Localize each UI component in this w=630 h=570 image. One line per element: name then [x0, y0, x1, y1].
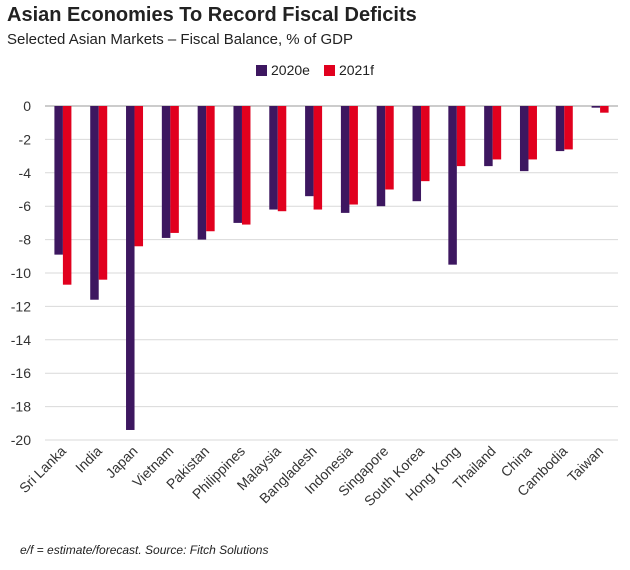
y-tick-label: -6	[19, 198, 32, 214]
bar-2021f-vietnam	[170, 106, 179, 233]
bar-2020e-south-korea	[412, 106, 422, 202]
bar-2020e-sri-lanka	[54, 106, 63, 255]
y-tick-label: -10	[11, 265, 31, 281]
legend-label-2020e: 2020e	[271, 62, 310, 78]
legend: 2020e 2021f	[0, 62, 630, 78]
y-tick-label: -4	[19, 165, 32, 181]
bar-2021f-philippines	[241, 106, 251, 225]
bar-2020e-taiwan	[591, 106, 601, 108]
bar-2020e-pakistan	[197, 106, 207, 240]
bar-2020e-malaysia	[269, 106, 278, 210]
bar-2021f-taiwan	[600, 106, 609, 113]
legend-item-2020e: 2020e	[256, 62, 310, 78]
y-tick-label: -20	[11, 432, 31, 448]
legend-label-2021f: 2021f	[338, 62, 374, 78]
chart-title: Asian Economies To Record Fiscal Deficit…	[7, 4, 417, 26]
bar-2020e-bangladesh	[305, 106, 314, 197]
legend-swatch-2021f	[323, 64, 335, 76]
chart-subtitle: Selected Asian Markets – Fiscal Balance,…	[7, 31, 353, 48]
bar-2021f-sri-lanka	[62, 106, 72, 285]
bar-2020e-thailand	[484, 106, 493, 167]
x-tick-label: India	[72, 443, 105, 476]
bar-2020e-vietnam	[161, 106, 171, 238]
bar-2020e-india	[90, 106, 99, 300]
bar-2021f-malaysia	[277, 106, 287, 212]
bar-2021f-indonesia	[349, 106, 358, 205]
bar-2021f-china	[528, 106, 537, 160]
bar-2020e-hong-kong	[448, 106, 457, 265]
y-tick-label: -14	[11, 332, 31, 348]
x-tick-label: Taiwan	[564, 443, 606, 485]
bar-2021f-pakistan	[206, 106, 215, 232]
y-tick-label: -2	[19, 131, 32, 147]
bar-2020e-china	[519, 106, 529, 172]
bar-2020e-singapore	[376, 106, 386, 207]
bar-2020e-indonesia	[340, 106, 350, 213]
x-tick-label: Sri Lanka	[16, 443, 69, 496]
y-tick-label: -12	[11, 298, 31, 314]
bar-2020e-philippines	[233, 106, 242, 223]
y-tick-label: -8	[19, 232, 32, 248]
bar-2021f-bangladesh	[313, 106, 323, 210]
bar-2021f-japan	[134, 106, 144, 247]
bar-2020e-cambodia	[555, 106, 565, 152]
bar-2021f-hong-kong	[456, 106, 466, 167]
bar-2021f-singapore	[385, 106, 394, 190]
bar-2021f-thailand	[492, 106, 502, 160]
y-tick-label: -18	[11, 399, 31, 415]
legend-swatch-2020e	[256, 64, 267, 76]
y-tick-label: 0	[23, 98, 31, 114]
legend-item-2021f: 2021f	[323, 62, 374, 78]
bar-2021f-cambodia	[564, 106, 573, 150]
bar-2021f-india	[98, 106, 108, 280]
bar-2020e-japan	[126, 106, 135, 430]
bar-2021f-south-korea	[421, 106, 430, 182]
footnote: e/f = estimate/forecast. Source: Fitch S…	[20, 543, 269, 557]
y-tick-label: -16	[11, 365, 31, 381]
